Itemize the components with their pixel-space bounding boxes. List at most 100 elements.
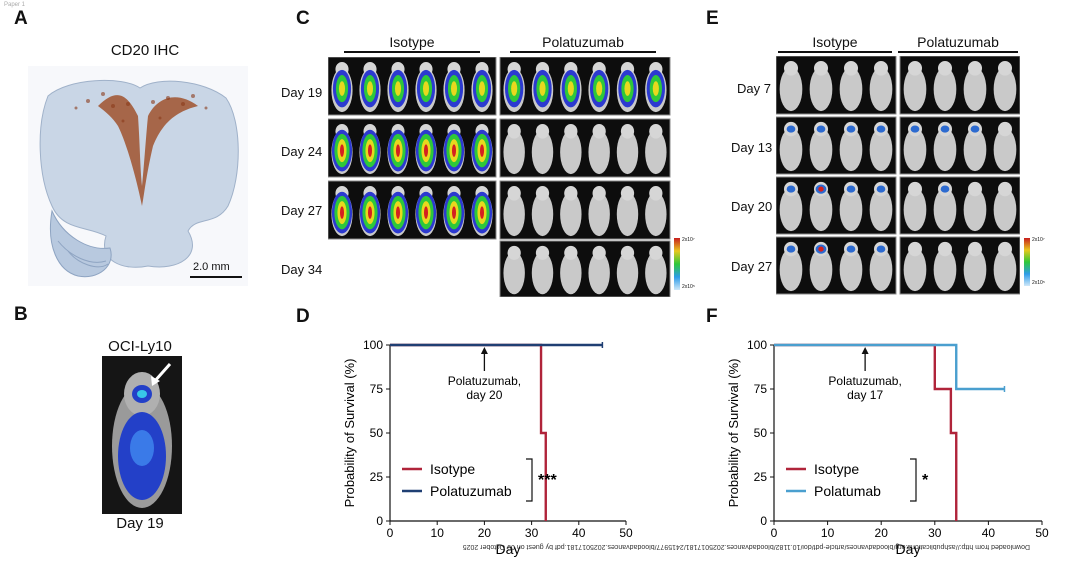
panel-c-day-27: Day 27 <box>281 203 323 218</box>
mouse-image <box>616 245 639 295</box>
mouse-image <box>869 121 893 172</box>
panel-c-day-34: Day 34 <box>281 262 323 277</box>
y-axis-label: Probability of Survival (%) <box>342 359 357 508</box>
y-tick-label: 50 <box>370 426 384 440</box>
download-footer: Downloaded from http://ashpublications.o… <box>462 543 1030 550</box>
panel-b-title: OCI-Ly10 <box>108 338 172 355</box>
panel-c-colorbar-max: 2x10⁷ <box>682 237 695 243</box>
mouse-image <box>839 241 863 292</box>
x-tick-label: 30 <box>928 526 942 540</box>
mouse-image <box>359 61 381 113</box>
treatment-arrowhead <box>861 347 869 354</box>
mouse-image <box>645 185 667 237</box>
mouse-image <box>809 181 833 232</box>
mouse-image <box>993 121 1017 172</box>
panel-e-day-27: Day 27 <box>731 259 773 274</box>
mouse-image <box>415 123 437 175</box>
significance-marker: * <box>922 472 929 489</box>
x-tick-label: 40 <box>572 526 586 540</box>
mouse-image <box>443 185 465 237</box>
mouse-image <box>588 245 610 295</box>
y-tick-label: 25 <box>370 470 384 484</box>
y-tick-label: 50 <box>754 426 768 440</box>
y-tick-label: 0 <box>760 514 767 528</box>
panel-c-colorbar-min: 2x10⁵ <box>682 284 695 290</box>
mouse-image <box>779 241 803 292</box>
mouse-image <box>359 123 381 175</box>
panel-d-letter: D <box>296 306 310 327</box>
y-tick-label: 100 <box>363 338 383 352</box>
x-tick-label: 20 <box>875 526 889 540</box>
mouse-image <box>993 181 1017 232</box>
x-tick-label: 20 <box>478 526 492 540</box>
panel-e-day-13: Day 13 <box>731 140 773 155</box>
panel-e-group-isotype: Isotype <box>778 34 892 53</box>
mouse-image <box>963 181 987 232</box>
mouse-image <box>933 121 957 172</box>
y-tick-label: 75 <box>370 382 384 396</box>
survival-chart-d: 0 10 20 30 40 50 0 25 50 75 100 Day Probability of S… <box>342 338 633 557</box>
mouse-image <box>331 61 353 113</box>
panel-c-group-polatuzumab: Polatuzumab <box>510 34 656 53</box>
mouse-image <box>963 60 987 112</box>
mouse-image <box>869 241 893 292</box>
mouse-image <box>616 123 639 175</box>
mouse-image <box>331 185 353 237</box>
legend-label: Polatuzumab <box>430 483 512 499</box>
x-tick-label: 40 <box>982 526 996 540</box>
panel-a-title: CD20 IHC <box>110 42 180 59</box>
y-tick-label: 100 <box>747 338 767 352</box>
mouse-image <box>869 60 893 112</box>
mouse-image <box>963 241 987 292</box>
mouse-image <box>588 123 610 175</box>
mouse-image <box>809 60 833 112</box>
panel-b-day: Day 19 <box>116 515 164 532</box>
legend-label: Polatumab <box>814 483 881 499</box>
mouse-image <box>903 241 927 292</box>
mouse-image <box>359 185 381 237</box>
mouse-image <box>531 245 554 295</box>
significance-marker: *** <box>538 472 557 489</box>
mouse-image <box>560 61 582 113</box>
mouse-image <box>588 185 610 237</box>
mouse-image <box>471 123 493 175</box>
mouse-image <box>471 61 493 113</box>
scale-bar-label: 2.0 mm <box>193 261 230 273</box>
mouse-image <box>387 123 409 175</box>
legend-label: Isotype <box>814 461 859 477</box>
mouse-image <box>809 241 833 292</box>
treatment-annotation: Polatuzumab, <box>448 374 521 388</box>
panel-e-day-7: Day 7 <box>737 81 771 96</box>
mouse-image <box>415 185 437 237</box>
mouse-image <box>503 61 525 113</box>
bli-mouse-image <box>102 356 182 514</box>
survival-chart-f: 0 10 20 30 40 50 0 25 50 75 100 Day Probability of S… <box>726 338 1049 557</box>
y-tick-label: 25 <box>754 470 768 484</box>
mouse-image <box>616 61 639 113</box>
mouse-image <box>471 185 493 237</box>
mouse-image <box>779 60 803 112</box>
panel-c-day-19: Day 19 <box>281 85 323 100</box>
treatment-arrowhead <box>480 347 488 354</box>
mouse-image <box>560 123 582 175</box>
mouse-image <box>503 185 525 237</box>
mouse-image <box>839 181 863 232</box>
panel-a-letter: A <box>14 8 28 29</box>
mouse-image <box>387 185 409 237</box>
x-tick-label: 0 <box>387 526 394 540</box>
panel-e-day-20: Day 20 <box>731 199 773 214</box>
mouse-image <box>387 61 409 113</box>
treatment-annotation: day 20 <box>466 388 502 402</box>
mouse-image <box>415 61 437 113</box>
treatment-annotation: Polatuzumab, <box>828 374 901 388</box>
mouse-image <box>963 121 987 172</box>
panel-c-letter: C <box>296 8 310 29</box>
panel-c-group-isotype: Isotype <box>344 34 480 53</box>
panel-e-letter: E <box>706 8 719 29</box>
mouse-image <box>779 181 803 232</box>
panel-e-colorbar-max: 2x10⁷ <box>1032 237 1045 243</box>
x-tick-label: 50 <box>1035 526 1049 540</box>
watermark: Paper 1 <box>4 2 26 8</box>
mouse-image <box>933 181 957 232</box>
mouse-image <box>560 245 582 295</box>
